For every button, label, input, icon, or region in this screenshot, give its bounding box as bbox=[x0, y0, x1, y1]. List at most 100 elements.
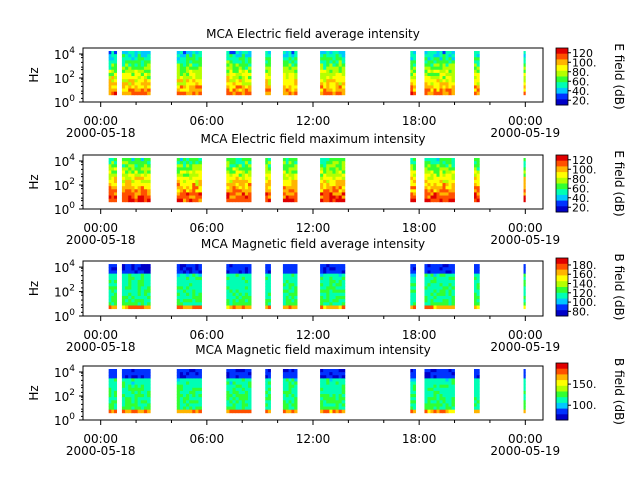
spectrogram-cell bbox=[143, 409, 148, 414]
x-tick-label: 12:00 bbox=[296, 114, 331, 128]
colorbar-segment bbox=[556, 394, 568, 397]
spectrogram-cell bbox=[282, 403, 287, 407]
spectrogram-cell bbox=[128, 192, 132, 196]
spectrogram-cell bbox=[523, 384, 526, 389]
spectrogram-cell bbox=[427, 387, 431, 392]
spectrogram-cell bbox=[341, 397, 346, 401]
spectrogram-cell bbox=[111, 170, 115, 175]
spectrogram-cell bbox=[143, 384, 148, 389]
spectrogram-cell bbox=[125, 390, 129, 395]
spectrogram-cell bbox=[291, 267, 295, 271]
spectrogram-cell bbox=[189, 384, 193, 389]
spectrogram-cell bbox=[427, 292, 431, 297]
spectrogram-cell bbox=[229, 60, 233, 64]
spectrogram-cell bbox=[326, 276, 330, 281]
spectrogram-cell bbox=[189, 299, 193, 303]
spectrogram-cell bbox=[341, 270, 346, 275]
spectrogram-cell bbox=[131, 60, 135, 64]
spectrogram-cell bbox=[294, 198, 298, 203]
spectrogram-cell bbox=[134, 375, 139, 379]
spectrogram-cell bbox=[229, 161, 233, 165]
spectrogram-cell bbox=[265, 91, 269, 96]
spectrogram-cell bbox=[137, 69, 142, 74]
spectrogram-cell bbox=[125, 198, 129, 203]
spectrogram-cell bbox=[176, 384, 181, 389]
spectrogram-cell bbox=[282, 369, 287, 373]
spectrogram-cell bbox=[288, 276, 292, 281]
spectrogram-cell bbox=[108, 54, 112, 58]
spectrogram-cell bbox=[412, 286, 417, 290]
spectrogram-cell bbox=[448, 72, 452, 77]
spectrogram-cell bbox=[128, 88, 132, 93]
spectrogram-cell bbox=[265, 179, 269, 184]
spectrogram-cell bbox=[291, 161, 295, 165]
spectrogram-cell bbox=[229, 403, 233, 407]
spectrogram-cell bbox=[195, 400, 199, 404]
spectrogram-cell bbox=[412, 51, 417, 55]
spectrogram-cell bbox=[291, 381, 295, 386]
spectrogram-cell bbox=[323, 381, 327, 386]
spectrogram-cell bbox=[288, 51, 292, 55]
spectrogram-cell bbox=[424, 409, 428, 414]
spectrogram-cell bbox=[229, 69, 233, 74]
spectrogram-cell bbox=[436, 66, 440, 71]
spectrogram-cell bbox=[140, 372, 145, 376]
spectrogram-cell bbox=[125, 176, 129, 181]
data-interval-3 bbox=[176, 264, 202, 310]
spectrogram-cell bbox=[291, 369, 295, 373]
x-tick-label: 06:00 bbox=[190, 432, 225, 446]
colorbar-segment bbox=[556, 285, 568, 288]
spectrogram-cell bbox=[410, 158, 414, 162]
spectrogram-cell bbox=[147, 387, 151, 392]
spectrogram-cell bbox=[140, 400, 145, 404]
spectrogram-cell bbox=[186, 403, 190, 407]
spectrogram-cell bbox=[186, 164, 190, 168]
spectrogram-cell bbox=[294, 264, 298, 268]
spectrogram-cell bbox=[244, 176, 249, 181]
spectrogram-cell bbox=[111, 161, 115, 165]
spectrogram-cell bbox=[424, 189, 428, 193]
spectrogram-cell bbox=[329, 186, 333, 190]
spectrogram-cell bbox=[341, 387, 346, 392]
spectrogram-cell bbox=[147, 305, 151, 310]
spectrogram-cell bbox=[320, 57, 324, 61]
spectrogram-cell bbox=[192, 85, 196, 89]
spectrogram-cell bbox=[226, 170, 230, 175]
spectrogram-cell bbox=[247, 295, 252, 300]
spectrogram-cell bbox=[410, 161, 414, 165]
spectrogram-cell bbox=[288, 66, 292, 71]
spectrogram-cell bbox=[439, 397, 443, 401]
spectrogram-cell bbox=[176, 286, 181, 290]
spectrogram-cell bbox=[424, 273, 428, 278]
colorbar-segment bbox=[556, 314, 568, 317]
spectrogram-cell bbox=[108, 164, 112, 168]
spectrogram-cell bbox=[143, 198, 148, 203]
spectrogram-cell bbox=[125, 192, 129, 196]
spectrogram-cell bbox=[335, 375, 340, 379]
spectrogram-cell bbox=[335, 85, 340, 89]
spectrogram-cell bbox=[125, 170, 129, 175]
spectrogram-cell bbox=[192, 387, 196, 392]
spectrogram-cell bbox=[267, 283, 271, 287]
spectrogram-cell bbox=[412, 69, 417, 74]
colorbar-tick-label: 160. bbox=[572, 268, 597, 281]
spectrogram-cell bbox=[108, 299, 112, 303]
spectrogram-cell bbox=[288, 173, 292, 178]
data-interval-2 bbox=[121, 264, 151, 310]
y-tick-label: 100 bbox=[54, 94, 75, 110]
spectrogram-cell bbox=[326, 69, 330, 74]
spectrogram-cell bbox=[198, 378, 202, 382]
spectrogram-cell bbox=[111, 79, 115, 83]
spectrogram-cell bbox=[332, 372, 336, 376]
spectrogram-cell bbox=[113, 283, 118, 287]
spectrogram-cell bbox=[226, 390, 230, 395]
spectrogram-cell bbox=[235, 305, 240, 310]
spectrogram-cell bbox=[430, 63, 434, 68]
spectrogram-cell bbox=[430, 72, 434, 77]
spectrogram-cell bbox=[244, 387, 249, 392]
spectrogram-cell bbox=[474, 57, 478, 61]
spectrogram-cell bbox=[235, 161, 240, 165]
spectrogram-cell bbox=[285, 369, 289, 373]
spectrogram-cell bbox=[192, 276, 196, 281]
spectrogram-cell bbox=[125, 195, 129, 200]
